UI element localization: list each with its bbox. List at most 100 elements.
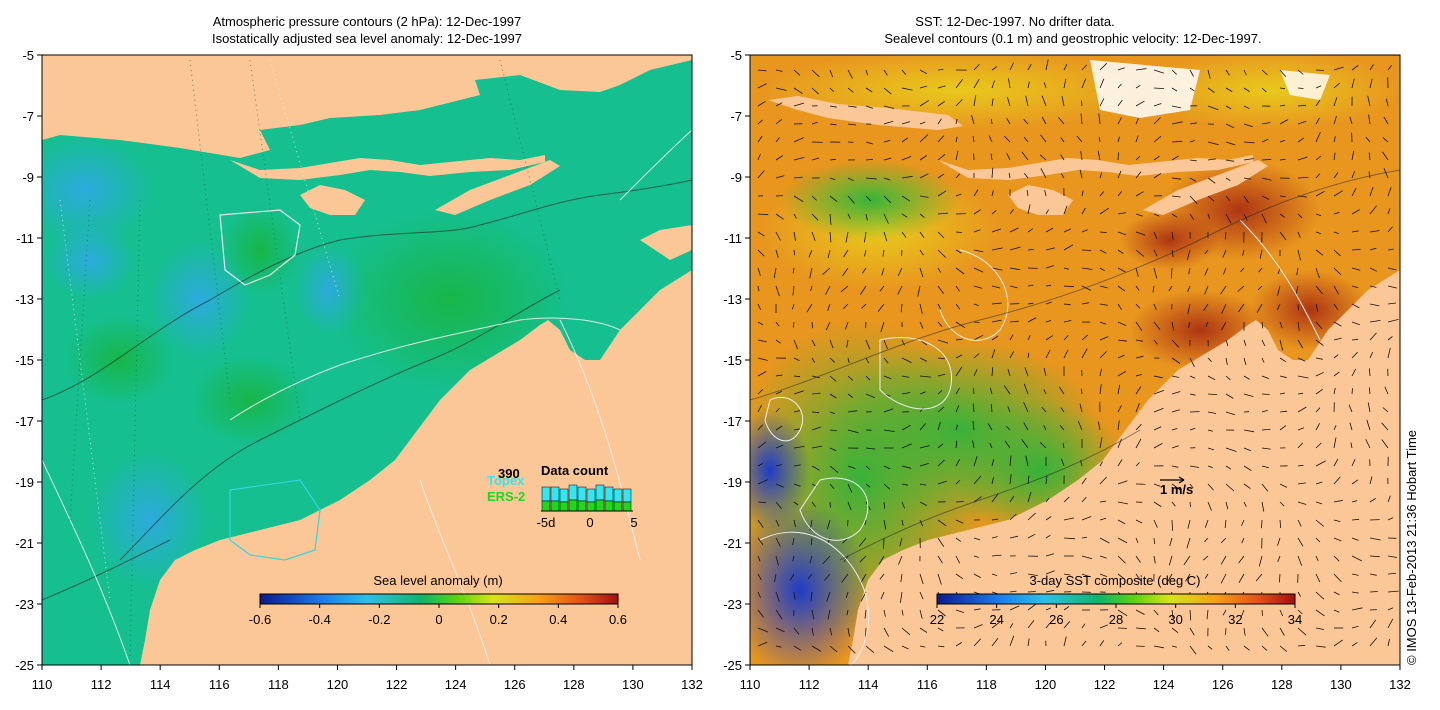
velocity-arrow — [810, 591, 813, 601]
velocity-arrow — [1171, 140, 1183, 143]
velocity-arrow — [1063, 303, 1071, 306]
velocity-arrow — [1369, 320, 1381, 323]
velocity-arrow — [1081, 207, 1086, 215]
velocity-arrow — [1243, 123, 1253, 128]
velocity-arrow — [865, 465, 871, 470]
velocity-arrow — [937, 406, 945, 413]
velocity-arrow — [1279, 645, 1288, 652]
sla-colorbar-label: Sea level anomaly (m) — [373, 573, 502, 588]
velocity-arrow — [990, 153, 993, 161]
velocity-arrow — [1063, 517, 1075, 521]
velocity-arrow — [829, 123, 837, 126]
velocity-arrow — [883, 157, 892, 161]
velocity-arrow — [845, 591, 849, 598]
velocity-arrow — [1080, 113, 1083, 125]
velocity-arrow — [1009, 495, 1015, 503]
velocity-arrow — [1351, 518, 1360, 521]
velocity-arrow — [1333, 321, 1342, 327]
velocity-arrow — [955, 193, 962, 197]
velocity-arrow — [757, 424, 763, 431]
velocity-arrow — [919, 121, 926, 125]
velocity-arrow — [757, 501, 767, 503]
right-y-tick-label: -9 — [730, 170, 742, 185]
velocity-arrow — [775, 213, 784, 220]
velocity-arrow — [1238, 573, 1245, 584]
velocity-arrow — [919, 213, 925, 218]
velocity-arrow — [1382, 137, 1389, 143]
velocity-arrow — [1099, 640, 1105, 647]
velocity-arrow — [1153, 483, 1161, 487]
sst-colorbar-label: 3-day SST composite (deg C) — [1030, 573, 1201, 588]
velocity-arrow — [1009, 62, 1015, 71]
velocity-arrow — [1315, 155, 1322, 161]
right-x-tick-label: 122 — [1094, 677, 1116, 692]
velocity-arrow — [1023, 172, 1029, 179]
velocity-arrow — [883, 177, 891, 181]
velocity-arrow — [1225, 141, 1236, 146]
velocity-arrow — [1366, 419, 1371, 431]
velocity-arrow — [1382, 151, 1389, 161]
topex-count-bar — [541, 486, 551, 502]
velocity-arrow — [937, 303, 942, 310]
sst-colorbar-tick-label: 22 — [930, 612, 944, 627]
velocity-arrow — [1063, 205, 1068, 215]
velocity-arrow — [1099, 207, 1109, 215]
velocity-arrow — [1279, 375, 1287, 379]
velocity-arrow — [1207, 411, 1217, 414]
velocity-arrow — [1153, 87, 1165, 89]
velocity-arrow — [1099, 573, 1108, 577]
topex-count-bar — [586, 488, 596, 503]
velocity-arrow — [775, 118, 783, 125]
velocity-arrow — [793, 339, 799, 350]
velocity-arrow — [865, 393, 876, 399]
velocity-arrow — [774, 573, 777, 583]
velocity-arrow — [1185, 573, 1191, 582]
velocity-arrow — [991, 518, 999, 521]
velocity-arrow — [822, 267, 831, 275]
velocity-arrow — [1135, 423, 1142, 431]
velocity-arrow — [1027, 352, 1030, 359]
velocity-arrow — [1333, 387, 1336, 395]
velocity-arrow — [1221, 321, 1227, 331]
velocity-arrow — [807, 573, 813, 580]
velocity-arrow — [1117, 480, 1128, 485]
velocity-arrow — [900, 591, 903, 603]
velocity-arrow — [865, 159, 873, 161]
right-x-tick-label: 116 — [917, 677, 938, 692]
velocity-arrow — [1333, 371, 1340, 377]
velocity-arrow — [991, 302, 1002, 305]
velocity-arrow — [1243, 447, 1252, 452]
left-x-tick-label: 116 — [209, 677, 230, 692]
velocity-arrow — [1387, 639, 1390, 647]
velocity-arrow — [841, 573, 849, 583]
velocity-arrow — [1243, 69, 1247, 76]
velocity-arrow — [991, 319, 1002, 323]
velocity-arrow — [826, 519, 831, 530]
velocity-arrow — [775, 464, 782, 467]
velocity-arrow — [1063, 335, 1069, 341]
velocity-arrow — [1369, 573, 1377, 576]
velocity-arrow — [1349, 422, 1353, 431]
velocity-arrow — [811, 213, 819, 221]
velocity-arrow — [1043, 82, 1047, 89]
velocity-arrow — [1063, 349, 1069, 359]
right-x-tick-label: 114 — [858, 677, 879, 692]
velocity-arrow — [1187, 519, 1191, 529]
velocity-arrow — [883, 120, 894, 125]
velocity-arrow — [1153, 627, 1160, 633]
velocity-arrow — [793, 195, 804, 203]
velocity-arrow — [1153, 443, 1163, 449]
velocity-arrow — [1261, 339, 1266, 347]
velocity-arrow — [1039, 154, 1047, 161]
velocity-arrow — [1171, 321, 1175, 331]
sla-colorbar-ramp — [259, 593, 619, 605]
velocity-arrow — [1261, 519, 1263, 529]
velocity-arrow — [1135, 191, 1144, 197]
velocity-arrow — [1351, 388, 1353, 395]
velocity-arrow — [1187, 321, 1191, 328]
velocity-arrow — [1076, 135, 1083, 143]
velocity-arrow — [775, 444, 784, 449]
velocity-arrow — [1315, 357, 1323, 360]
imos-credit: © IMOS 13-Feb-2013 21:36 Hobart Time — [1404, 430, 1419, 665]
velocity-arrow — [1171, 121, 1183, 125]
